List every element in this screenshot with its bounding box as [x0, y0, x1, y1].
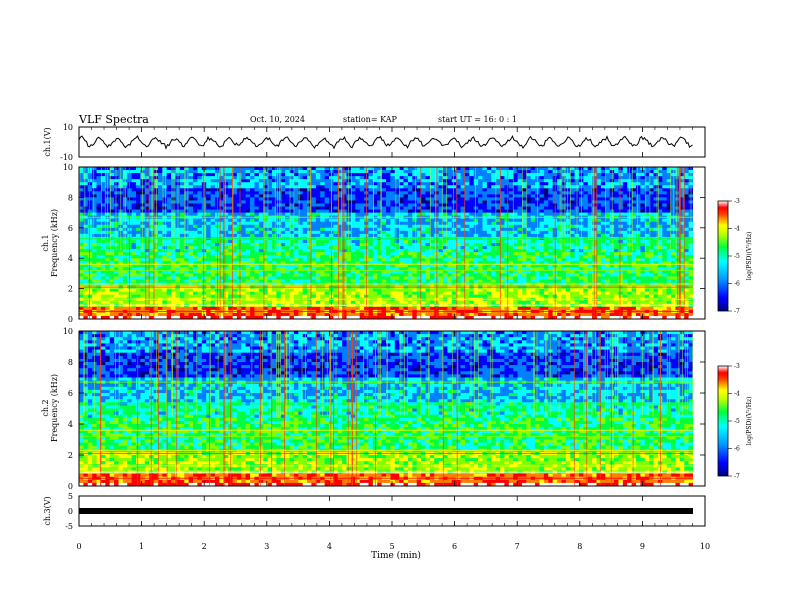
ch2-spectrogram-channel-label: ch.2: [41, 399, 50, 416]
date-label: Oct. 10, 2024: [250, 115, 305, 124]
time-tick-label: 6: [452, 542, 457, 551]
ch2-spectrogram-panel: 0 2 4 6 8 10 ch.2 Frequency (kHz): [41, 327, 706, 491]
ch1-spectrogram-heatmap: [79, 167, 705, 320]
ch1-spectrogram-panel: 0 2 4 6 8 10 ch.1 Frequency (kHz): [41, 163, 706, 324]
ytick-label: 8: [68, 193, 73, 202]
time-tick-label: 4: [327, 542, 332, 551]
time-tick-label: 3: [264, 542, 269, 551]
ch1-colorbar: -3 -4 -5 -6 -7 log(PSD)(V²/Hz): [717, 198, 753, 315]
start-time-label: start UT = 16: 0 : 1: [438, 115, 517, 124]
ch1-spectrogram-ylabel: Frequency (kHz): [50, 209, 59, 277]
time-tick-label: 1: [139, 542, 144, 551]
colorbar-tick-label: -7: [734, 473, 740, 480]
time-axis-ticks: 0 1 2 3 4 5 6 7 8 9 10: [76, 127, 710, 551]
ch3-ytick-bottom: -5: [65, 522, 73, 531]
ch2-spectrogram-heatmap: [79, 331, 705, 487]
colorbar-tick-label: -5: [734, 418, 740, 425]
time-axis-label: Time (min): [371, 550, 421, 561]
ytick-label: 10: [63, 163, 73, 172]
colorbar-tick-label: -3: [734, 198, 740, 205]
ch1-waveform-panel: 10 -10 ch.1(V): [43, 123, 706, 162]
ch1-ytick-bottom: -10: [60, 153, 73, 162]
ch1-ylabel: ch.1(V): [43, 127, 52, 156]
time-tick-label: 2: [202, 542, 207, 551]
ch3-ytick-mid: 0: [68, 507, 73, 516]
ytick-label: 0: [68, 315, 73, 324]
ytick-label: 8: [68, 358, 73, 367]
time-tick-label: 0: [76, 542, 81, 551]
ch3-ylabel: ch.3(V): [43, 496, 52, 525]
ch1-spectrogram-channel-label: ch.1: [41, 234, 50, 251]
ch3-ytick-top: 5: [68, 492, 73, 501]
ytick-label: 6: [68, 389, 73, 398]
ytick-label: 4: [68, 420, 73, 429]
colorbar-tick-label: -4: [734, 226, 740, 233]
ytick-label: 0: [68, 482, 73, 491]
ch1-ytick-top: 10: [63, 123, 73, 132]
ytick-label: 2: [68, 285, 73, 294]
colorbar-tick-label: -5: [734, 253, 740, 260]
time-tick-label: 5: [389, 542, 394, 551]
ch2-colorbar: -3 -4 -5 -6 -7 log(PSD)(V²/Hz): [717, 363, 753, 480]
figure-title: VLF Spectra: [78, 113, 149, 126]
ytick-label: 4: [68, 254, 73, 263]
colorbar-tick-label: -4: [734, 391, 740, 398]
ch1-waveform-line: [79, 135, 693, 150]
colorbar-tick-label: -6: [734, 446, 740, 453]
ytick-label: 6: [68, 224, 73, 233]
colorbar-tick-label: -3: [734, 363, 740, 370]
colorbar-tick-label: -6: [734, 281, 740, 288]
ch3-waveform-panel: 5 0 -5 ch.3(V): [43, 492, 706, 531]
ch2-spectrogram-yticks: 0 2 4 6 8 10: [63, 327, 705, 491]
ch2-spectrogram-ylabel: Frequency (kHz): [50, 374, 59, 442]
time-tick-label: 10: [700, 542, 710, 551]
ch1-colorbar-label: log(PSD)(V²/Hz): [746, 232, 753, 281]
time-tick-label: 7: [515, 542, 520, 551]
ch3-waveform-band: [79, 508, 693, 514]
ch2-colorbar-label: log(PSD)(V²/Hz): [746, 397, 753, 446]
time-tick-label: 8: [577, 542, 582, 551]
ytick-label: 10: [63, 327, 73, 336]
colorbar-tick-label: -7: [734, 308, 740, 315]
ytick-label: 2: [68, 451, 73, 460]
station-label: station= KAP: [343, 115, 398, 124]
ch1-spectrogram-yticks: 0 2 4 6 8 10: [63, 163, 705, 324]
time-tick-label: 9: [640, 542, 645, 551]
